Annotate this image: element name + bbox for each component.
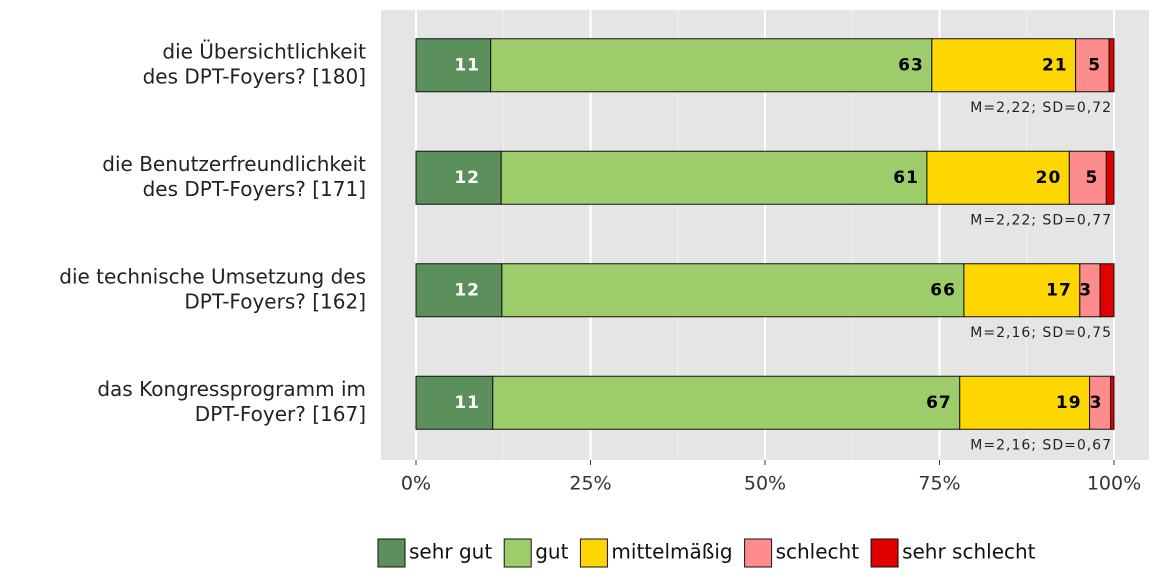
legend-label: schlecht: [776, 540, 860, 564]
bar-segment: [500, 150, 928, 205]
data-label: 11: [454, 393, 480, 413]
bar-segment: [931, 38, 1077, 93]
legend-label: gut: [535, 540, 568, 564]
annotation: M=2,16; SD=0,67: [970, 437, 1112, 453]
data-label: 21: [1042, 55, 1068, 75]
legend-label: sehr schlecht: [902, 540, 1036, 564]
legend-swatch: [377, 538, 406, 568]
data-label: 12: [454, 168, 480, 188]
x-tick-label: 75%: [918, 473, 960, 495]
y-tick-label: des DPT-Foyers? [171]: [143, 177, 366, 201]
data-label: 3: [1090, 393, 1103, 413]
y-tick-label: des DPT-Foyers? [180]: [143, 64, 366, 88]
x-tick-label: 100%: [1087, 473, 1141, 495]
annotation: M=2,22; SD=0,72: [970, 100, 1112, 116]
annotation: M=2,16; SD=0,75: [970, 325, 1112, 341]
data-label: 20: [1036, 168, 1062, 188]
legend-swatch: [503, 538, 532, 568]
data-label: 12: [454, 280, 480, 300]
bar-segment: [415, 38, 492, 93]
x-tick-label: 50%: [744, 473, 786, 495]
y-tick-label: das Kongressprogramm im: [97, 377, 366, 401]
legend-swatch: [744, 538, 773, 568]
bar-segment: [1099, 263, 1115, 318]
legend-label: sehr gut: [409, 540, 492, 564]
annotation: M=2,22; SD=0,77: [970, 212, 1112, 228]
x-tick-label: 25%: [569, 473, 611, 495]
data-label: 67: [926, 393, 952, 413]
legend-label: mittelmäßig: [611, 540, 732, 564]
bar-segment: [963, 263, 1081, 318]
data-label: 3: [1079, 280, 1092, 300]
bar-segment: [1110, 375, 1115, 430]
y-tick-label: die technische Umsetzung des: [59, 264, 366, 288]
bar-segment: [1108, 38, 1115, 93]
legend-swatch: [579, 538, 608, 568]
bar-segment: [415, 263, 503, 318]
data-label: 5: [1088, 55, 1101, 75]
bar-segment: [959, 375, 1091, 430]
data-label: 61: [893, 168, 919, 188]
bar-segment: [501, 263, 965, 318]
bar-segment: [492, 375, 961, 430]
y-tick-label: DPT-Foyer? [167]: [195, 402, 366, 426]
legend-swatch: [870, 538, 899, 568]
data-label: 11: [454, 55, 480, 75]
y-tick-label: die Benutzerfreundlichkeit: [102, 152, 366, 176]
y-tick-label: DPT-Foyers? [162]: [184, 289, 366, 313]
bar-segment: [1105, 150, 1115, 205]
data-label: 17: [1046, 280, 1072, 300]
data-label: 63: [898, 55, 924, 75]
data-label: 19: [1056, 393, 1082, 413]
bar-segment: [1075, 38, 1110, 93]
x-tick-label: 0%: [401, 473, 431, 495]
data-label: 66: [930, 280, 956, 300]
data-label: 5: [1085, 168, 1098, 188]
y-tick-label: die Übersichtlichkeit: [162, 39, 366, 63]
bar-segment: [490, 38, 933, 93]
bar-segment: [415, 375, 494, 430]
bar-segment: [1068, 150, 1107, 205]
